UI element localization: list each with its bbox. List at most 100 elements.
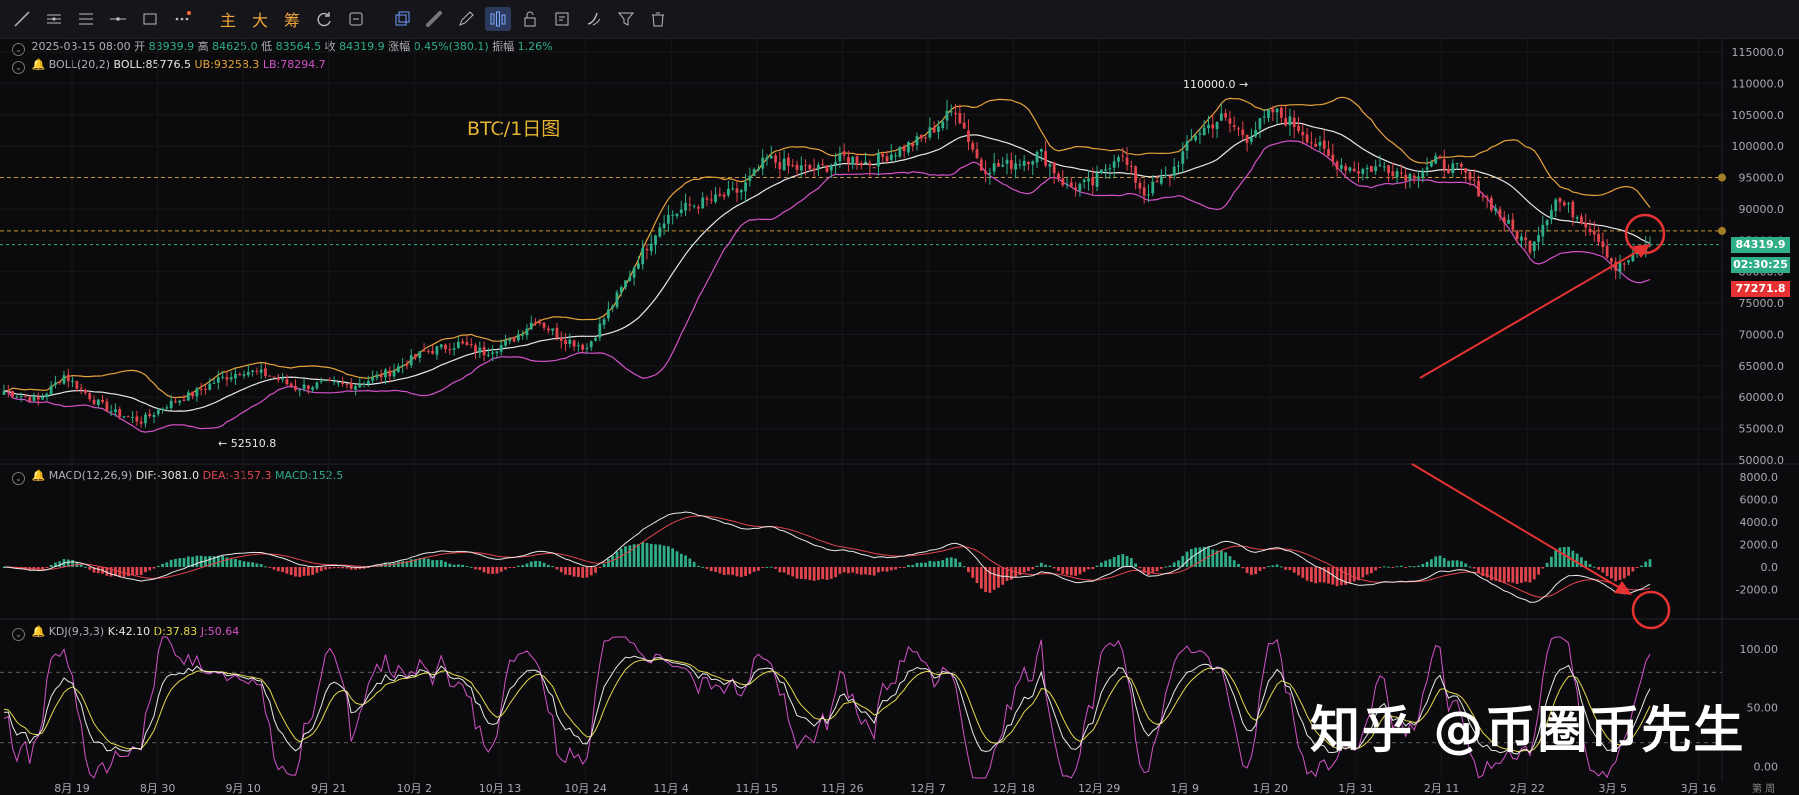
candle-body — [448, 349, 452, 351]
macd-histogram-bar — [675, 551, 679, 567]
main-indicator-button[interactable]: 主 — [219, 11, 236, 30]
macd-histogram-bar — [396, 561, 400, 567]
candle-body — [156, 409, 160, 414]
candle-body — [1460, 163, 1463, 167]
candle-body — [919, 134, 923, 139]
lock-icon[interactable] — [517, 7, 543, 31]
macd-histogram-bar — [272, 567, 276, 570]
highlight-circle-macd — [1631, 590, 1671, 630]
candle-body — [954, 112, 957, 115]
cursor-icon[interactable] — [389, 7, 415, 31]
collapse-icon[interactable]: ⌄ — [12, 472, 25, 485]
filter-icon[interactable] — [613, 7, 639, 31]
candle-body — [1159, 176, 1163, 184]
candle-body — [169, 400, 173, 409]
macd-histogram-bar — [735, 567, 739, 577]
candle-body — [1580, 216, 1583, 224]
macd-histogram-bar — [851, 567, 855, 573]
rectangle-icon[interactable] — [137, 7, 163, 31]
candle-body — [868, 162, 872, 166]
eye-icon[interactable] — [343, 7, 369, 31]
candle-body — [735, 188, 739, 193]
collapse-icon[interactable]: ⌄ — [12, 43, 25, 56]
date-tick-label: 10月 13 — [479, 782, 522, 795]
pen-icon[interactable] — [453, 7, 479, 31]
macd-histogram-bar — [285, 567, 289, 574]
candle-body — [15, 396, 19, 398]
macd-histogram-bar — [122, 567, 126, 577]
magnet-icon[interactable] — [581, 7, 607, 31]
candle-body — [872, 167, 876, 169]
macd-histogram-bar — [1061, 567, 1065, 574]
macd-histogram-bar — [572, 567, 576, 577]
horizontal-ray-icon[interactable] — [41, 7, 67, 31]
macd-histogram-bar — [234, 558, 237, 567]
kdj-panel — [0, 636, 1722, 779]
price-tick-label: 105000.0 — [1732, 109, 1785, 122]
macd-histogram-bar — [1391, 567, 1395, 568]
candle-body — [671, 214, 675, 216]
macd-histogram-bar — [1472, 567, 1476, 569]
chip-distribution-button[interactable]: 筹 — [283, 11, 300, 30]
macd-histogram-bar — [54, 562, 57, 567]
more-icon[interactable] — [169, 7, 195, 31]
macd-histogram-bar — [1129, 558, 1133, 567]
macd-histogram-bar — [444, 561, 447, 567]
macd-histogram-bar — [559, 567, 563, 573]
candle-body — [1048, 164, 1052, 167]
macd-histogram-bar — [1275, 564, 1279, 567]
collapse-icon[interactable]: ⌄ — [12, 61, 25, 74]
macd-histogram-bar — [757, 567, 760, 571]
macd-histogram-bar — [126, 567, 130, 577]
candle-body — [967, 130, 970, 142]
candle-body — [161, 408, 164, 410]
candle-body — [769, 155, 773, 159]
macd-histogram-bar — [1558, 547, 1562, 567]
candle-body — [1001, 164, 1005, 167]
large-order-button[interactable]: 大 — [251, 11, 268, 30]
macd-histogram-bar — [1232, 560, 1236, 567]
refresh-icon[interactable] — [311, 7, 337, 31]
trash-icon[interactable] — [645, 7, 671, 31]
macd-histogram-bar — [795, 567, 799, 579]
legend-amp-label: 振幅 — [492, 40, 515, 53]
macd-histogram-bar — [945, 557, 949, 567]
macd-histogram-bar — [632, 544, 636, 567]
macd-histogram-bar — [911, 565, 915, 567]
macd-histogram-bar — [1562, 546, 1566, 567]
macd-dea: DEA:-3157.3 — [202, 469, 272, 482]
price-tick-label: 100000.0 — [1732, 140, 1785, 153]
macd-histogram-bar — [662, 545, 666, 567]
candle-body — [302, 384, 306, 389]
macd-histogram-bar — [195, 555, 199, 567]
candle-body — [362, 383, 366, 385]
candle-body — [1129, 165, 1133, 167]
candle-body — [855, 156, 859, 165]
ruler-icon[interactable] — [421, 7, 447, 31]
horizontal-line-icon[interactable] — [105, 7, 131, 31]
candle-body — [572, 340, 576, 347]
candle-body — [727, 188, 730, 196]
parallel-lines-icon[interactable] — [73, 7, 99, 31]
macd-histogram-bar — [1442, 558, 1446, 567]
candle-body — [379, 375, 383, 378]
macd-histogram-bar — [611, 555, 615, 567]
trendline-icon[interactable] — [9, 7, 35, 31]
candles-icon[interactable] — [485, 7, 511, 31]
note-icon[interactable] — [549, 7, 575, 31]
candle-body — [1194, 135, 1198, 141]
candle-body — [731, 188, 735, 190]
macd-histogram-bar — [238, 560, 242, 567]
candle-body — [1584, 223, 1588, 228]
candle-body — [1245, 134, 1249, 143]
macd-histogram-bar — [465, 566, 469, 568]
price-chart[interactable]: 115000.0 110000.0 105000.0 100000.0 95000.0 9… — [0, 38, 1799, 795]
candle-body — [1588, 228, 1592, 233]
candle-body — [1622, 263, 1626, 265]
candle-body — [418, 351, 422, 358]
price-tick-label: 95000.0 — [1739, 172, 1785, 185]
date-tick-label: 3月 5 — [1599, 782, 1628, 795]
macd-histogram-bar — [855, 567, 859, 574]
macd-histogram-bar — [435, 560, 439, 567]
collapse-icon[interactable]: ⌄ — [12, 628, 25, 641]
